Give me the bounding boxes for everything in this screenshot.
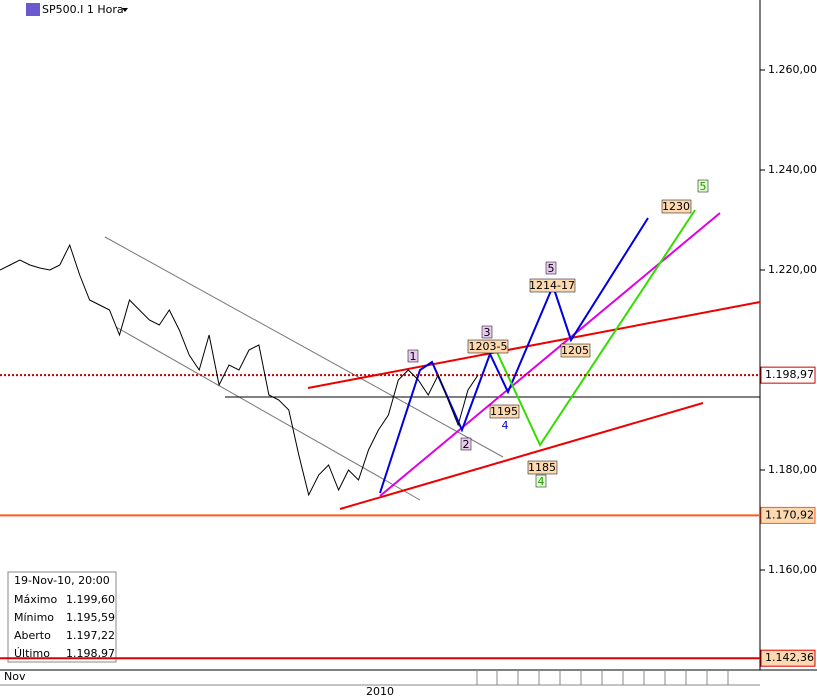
info-date: 19-Nov-10, 20:00 [14,574,110,587]
wave-label: 5 [548,262,555,275]
level-box [760,649,816,667]
y-tick-label: 1.260,00 [768,63,817,76]
info-box: 19-Nov-10, 20:00 Máximo 1.199,60 Mínimo … [7,571,117,663]
wave-label: 4 [538,475,545,488]
chart-title[interactable]: SP500.I 1 Hora [42,3,124,16]
wave-label: 5 [700,180,707,193]
info-value: 1.195,59 [66,611,115,624]
level-label: 1.170,92 [765,508,814,521]
info-value: 1.198,97 [66,647,115,660]
y-tick-label: 1.180,00 [768,463,817,476]
target-label: 1203-5 [469,340,508,353]
y-tick-label: 1.220,00 [768,263,817,276]
x-label: Nov [4,670,26,683]
wave-label: 4 [502,419,509,432]
target-label: 1205 [561,344,589,357]
price-line [0,243,479,497]
info-key: Último [14,647,50,660]
info-key: Mínimo [14,611,54,624]
level-label: 1.198,97 [765,368,814,381]
level-box [760,506,816,524]
cfd-icon [26,3,40,16]
wave-label: 1 [410,350,417,363]
annotations: 1 2 3 4 5 4 5 1203-5 1195 1214-17 1205 1… [410,180,707,488]
target-label: 1230 [662,200,690,213]
x-ticks [476,670,729,685]
level-box [760,366,816,384]
drawings [104,209,761,510]
y-tick-label: 1.240,00 [768,163,817,176]
target-label: 1195 [490,405,518,418]
dropdown-arrow[interactable] [122,8,128,12]
info-key: Máximo [14,593,58,606]
level-label: 1.142,36 [765,651,814,664]
wave-label: 2 [463,438,470,451]
info-value: 1.199,60 [66,593,115,606]
target-label: 1214-17 [529,279,575,292]
annotation-boxes [407,179,709,488]
info-key: Aberto [14,629,51,642]
y-tick-label: 1.160,00 [768,563,817,576]
wave-label: 3 [484,326,491,339]
info-value: 1.197,22 [66,629,115,642]
target-label: 1185 [528,461,556,474]
x-label: 2010 [366,685,394,698]
